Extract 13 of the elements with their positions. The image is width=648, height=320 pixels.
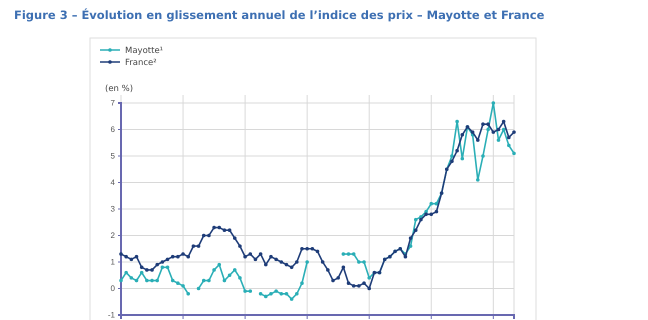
y-tick-label: 7 [110,98,116,108]
y-tick-label: 3 [110,204,116,214]
y-tick-label: 0 [110,284,116,294]
y-tick-label: 1 [110,258,116,267]
chart-title: Figure 3 – Évolution en glissement annuel de l’indice des prix – Mayotte et France [14,8,545,22]
legend-label: Mayotte¹ [125,46,164,56]
y-tick-label: 2 [110,231,116,240]
y-tick-label: 6 [110,125,116,134]
legend-label: France² [125,58,157,68]
y-axis-title: (en %) [105,84,134,94]
y-tick-label: 4 [110,178,116,188]
y-tick-label: -1 [108,310,116,320]
y-tick-label: 5 [110,152,116,161]
